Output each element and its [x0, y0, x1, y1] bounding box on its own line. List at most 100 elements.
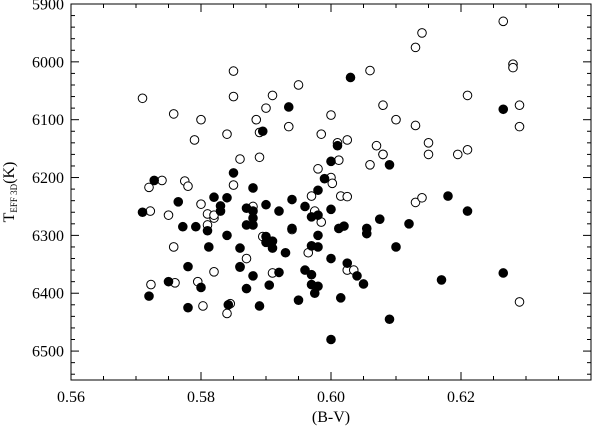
filled-point-61: [332, 140, 343, 151]
open-point-2: [145, 206, 156, 216]
open-point-1: [144, 182, 154, 193]
filled-point-1: [144, 291, 154, 301]
open-point-44: [313, 164, 323, 174]
filled-point-53: [313, 230, 323, 241]
tick-labels: 0.56 0.58 0.60 0.62 5900 6000 6100 6200 6300 6400…: [32, 0, 475, 406]
open-point-10: [183, 181, 193, 192]
filled-point-70: [361, 228, 372, 239]
filled-point-68: [358, 279, 369, 289]
open-point-73: [462, 90, 473, 101]
filled-point-42: [287, 223, 297, 234]
open-point-7: [168, 109, 179, 119]
open-point-24: [228, 66, 239, 76]
filled-point-72: [384, 160, 395, 170]
open-point-72: [462, 144, 473, 155]
filled-point-41: [287, 194, 297, 205]
filled-point-37: [274, 206, 284, 216]
open-point-31: [251, 114, 262, 125]
open-point-64: [410, 42, 421, 53]
y-tick-label: 6300: [32, 228, 64, 245]
filled-point-16: [222, 230, 232, 241]
filled-point-58: [326, 204, 336, 215]
y-tick-label: 6500: [32, 344, 64, 361]
filled-point-60: [326, 334, 336, 345]
open-point-27: [235, 154, 245, 164]
open-point-29: [241, 253, 252, 264]
filled-point-27: [248, 220, 258, 230]
y-tick-label: 6000: [32, 54, 64, 71]
filled-point-28: [248, 271, 258, 281]
open-point-38: [283, 121, 294, 132]
open-point-77: [514, 100, 525, 111]
filled-point-76: [436, 275, 447, 285]
open-point-67: [417, 28, 427, 38]
open-point-11: [189, 135, 200, 145]
filled-point-31: [261, 199, 271, 210]
filled-point-5: [178, 221, 188, 232]
open-point-35: [261, 103, 271, 113]
filled-point-45: [300, 265, 310, 275]
filled-point-29: [254, 301, 265, 311]
open-point-15: [198, 301, 208, 311]
filled-point-65: [342, 258, 353, 268]
filled-point-10: [202, 225, 213, 236]
open-point-3: [146, 279, 156, 290]
open-point-65: [410, 120, 421, 131]
filled-point-8: [191, 221, 201, 232]
y-tick-label: 5900: [32, 0, 64, 14]
open-point-22: [222, 308, 232, 319]
filled-point-23: [241, 283, 252, 294]
x-tick-label: 0.56: [57, 389, 85, 406]
filled-point-63: [335, 293, 346, 303]
filled-point-15: [222, 192, 232, 203]
x-tick-label: 0.60: [317, 389, 345, 406]
filled-point-52: [313, 210, 323, 220]
open-point-36: [267, 90, 278, 101]
open-point-20: [209, 267, 219, 277]
filled-point-19: [235, 243, 245, 253]
open-point-57: [365, 65, 375, 76]
filled-point-77: [443, 191, 453, 201]
filled-point-20: [235, 261, 245, 272]
filled-point-57: [326, 156, 336, 167]
filled-point-71: [374, 214, 385, 224]
filled-point-14: [215, 206, 226, 216]
open-point-63: [391, 114, 401, 125]
open-point-6: [168, 242, 179, 252]
filled-point-6: [183, 261, 193, 272]
open-point-40: [293, 80, 304, 90]
y-axis-title-suffix: (K): [1, 162, 18, 184]
filled-point-67: [352, 271, 362, 281]
filled-point-43: [293, 295, 304, 305]
filled-point-59: [326, 253, 336, 264]
filled-point-79: [498, 104, 509, 115]
filled-point-75: [404, 219, 414, 229]
open-point-70: [423, 149, 434, 160]
filled-point-66: [345, 72, 356, 83]
filled-point-80: [498, 268, 509, 278]
x-tick-label: 0.62: [447, 389, 475, 406]
open-point-58: [365, 160, 375, 170]
open-point-26: [228, 180, 239, 190]
filled-point-9: [196, 282, 206, 293]
open-point-21: [222, 129, 232, 139]
data-points: [137, 16, 525, 345]
filled-point-34: [264, 280, 275, 290]
filled-point-7: [183, 302, 193, 313]
filled-point-17: [223, 300, 234, 310]
filled-point-12: [209, 192, 219, 203]
y-tick-label: 6100: [32, 112, 64, 129]
filled-point-2: [149, 175, 159, 186]
filled-point-24: [248, 183, 258, 193]
open-point-13: [196, 114, 206, 125]
filled-point-38: [274, 267, 284, 278]
filled-point-78: [462, 206, 473, 216]
filled-point-30: [257, 126, 268, 137]
open-point-78: [514, 121, 525, 132]
open-point-32: [254, 152, 265, 163]
filled-point-51: [313, 185, 323, 196]
filled-point-40: [283, 102, 294, 112]
filled-point-11: [204, 242, 214, 252]
